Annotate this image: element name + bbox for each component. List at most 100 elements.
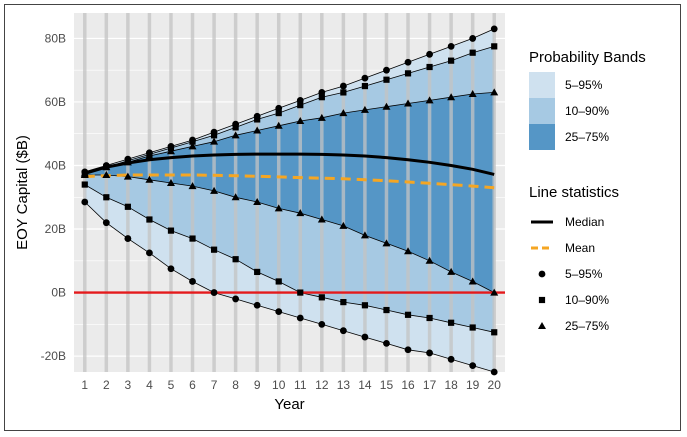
data-point	[382, 102, 391, 110]
y-tick-label: 40B	[45, 158, 66, 172]
data-point	[232, 256, 239, 263]
data-point	[124, 235, 132, 242]
data-point	[189, 278, 196, 285]
data-point	[383, 76, 390, 83]
data-point	[210, 137, 219, 145]
data-point	[360, 231, 369, 239]
legend-marker-key	[538, 322, 546, 329]
data-point	[490, 25, 498, 33]
x-tick-label: 6	[189, 378, 196, 392]
data-point	[166, 147, 175, 155]
data-point	[274, 121, 283, 129]
x-tick-label: 19	[466, 378, 480, 392]
data-point	[317, 215, 326, 223]
data-point	[210, 246, 218, 253]
legend-band-swatch	[529, 72, 555, 98]
data-point	[383, 340, 390, 347]
data-point	[231, 193, 240, 201]
data-point	[253, 126, 262, 134]
data-point	[469, 49, 476, 56]
data-point	[447, 42, 455, 50]
data-point	[426, 63, 433, 71]
statistic-lines	[84, 152, 495, 190]
data-point	[426, 50, 433, 58]
data-point	[448, 319, 455, 326]
data-point	[383, 306, 390, 314]
x-tick-label: 15	[380, 378, 394, 392]
band-area	[84, 92, 495, 293]
data-point	[468, 90, 477, 98]
data-point	[317, 113, 326, 121]
data-point	[296, 314, 304, 322]
x-tick-label: 17	[423, 378, 437, 392]
x-tick-label: 20	[488, 378, 502, 392]
band-boundary-line	[84, 201, 495, 373]
data-point	[189, 138, 196, 145]
band-boundary-line	[84, 28, 495, 173]
x-tick-label: 12	[315, 378, 329, 392]
x-tick-label: 1	[81, 378, 88, 392]
legend: Probability Bands 5–95% 10–90% 25–75% Line s…	[529, 49, 646, 333]
probability-bands	[84, 28, 495, 373]
data-point	[232, 295, 240, 303]
data-point	[340, 89, 347, 96]
data-point	[339, 109, 348, 117]
data-point	[469, 362, 477, 370]
band-boundary-line	[84, 174, 495, 293]
x-tick-label: 10	[272, 378, 286, 392]
data-point	[448, 57, 455, 64]
x-tick-label: 16	[401, 378, 415, 392]
data-point	[145, 175, 154, 183]
chart-frame	[4, 4, 681, 431]
data-point	[254, 268, 261, 276]
data-point	[253, 198, 262, 206]
y-tick-label: 20B	[45, 222, 66, 236]
legend-marker-key	[538, 296, 546, 304]
legend-band-swatch	[529, 98, 555, 124]
data-point	[490, 88, 499, 96]
legend-line-label: Mean	[565, 241, 595, 255]
data-point	[210, 186, 219, 194]
data-point	[275, 109, 282, 117]
data-point	[102, 219, 110, 227]
data-point	[189, 235, 196, 242]
data-point	[469, 35, 477, 42]
legend-bands-title: Probability Bands	[529, 49, 646, 66]
legend-line-label: 10–90%	[565, 293, 609, 307]
data-point	[491, 329, 498, 336]
data-point	[447, 93, 456, 101]
data-point	[490, 368, 498, 376]
data-point	[231, 131, 240, 139]
legend-line-label: 5–95%	[565, 267, 603, 281]
data-point	[404, 311, 412, 318]
y-tick-label: 0B	[51, 286, 66, 300]
data-point	[318, 320, 326, 328]
data-point	[81, 181, 88, 188]
x-tick-label: 18	[444, 378, 458, 392]
data-point	[167, 265, 175, 273]
legend-marker-key	[538, 270, 546, 278]
data-point	[361, 333, 369, 341]
band-boundary-lines	[83, 13, 496, 373]
x-tick-label: 11	[294, 378, 307, 392]
data-point	[382, 239, 391, 247]
data-point	[274, 204, 283, 212]
data-point	[123, 172, 132, 180]
data-point	[232, 124, 239, 131]
data-point	[404, 99, 413, 107]
x-tick-label: 14	[358, 378, 372, 392]
data-point	[80, 171, 89, 179]
data-point	[447, 267, 456, 275]
y-axis-title: EOY Capital ($B)	[14, 135, 31, 250]
data-point	[491, 43, 498, 50]
x-tick-label: 8	[232, 378, 239, 392]
data-point	[146, 216, 153, 223]
data-point	[425, 256, 434, 264]
data-point	[404, 346, 412, 354]
band-boundary-line	[84, 92, 495, 174]
data-point	[254, 116, 261, 123]
data-point	[426, 349, 433, 357]
data-point	[318, 94, 325, 101]
